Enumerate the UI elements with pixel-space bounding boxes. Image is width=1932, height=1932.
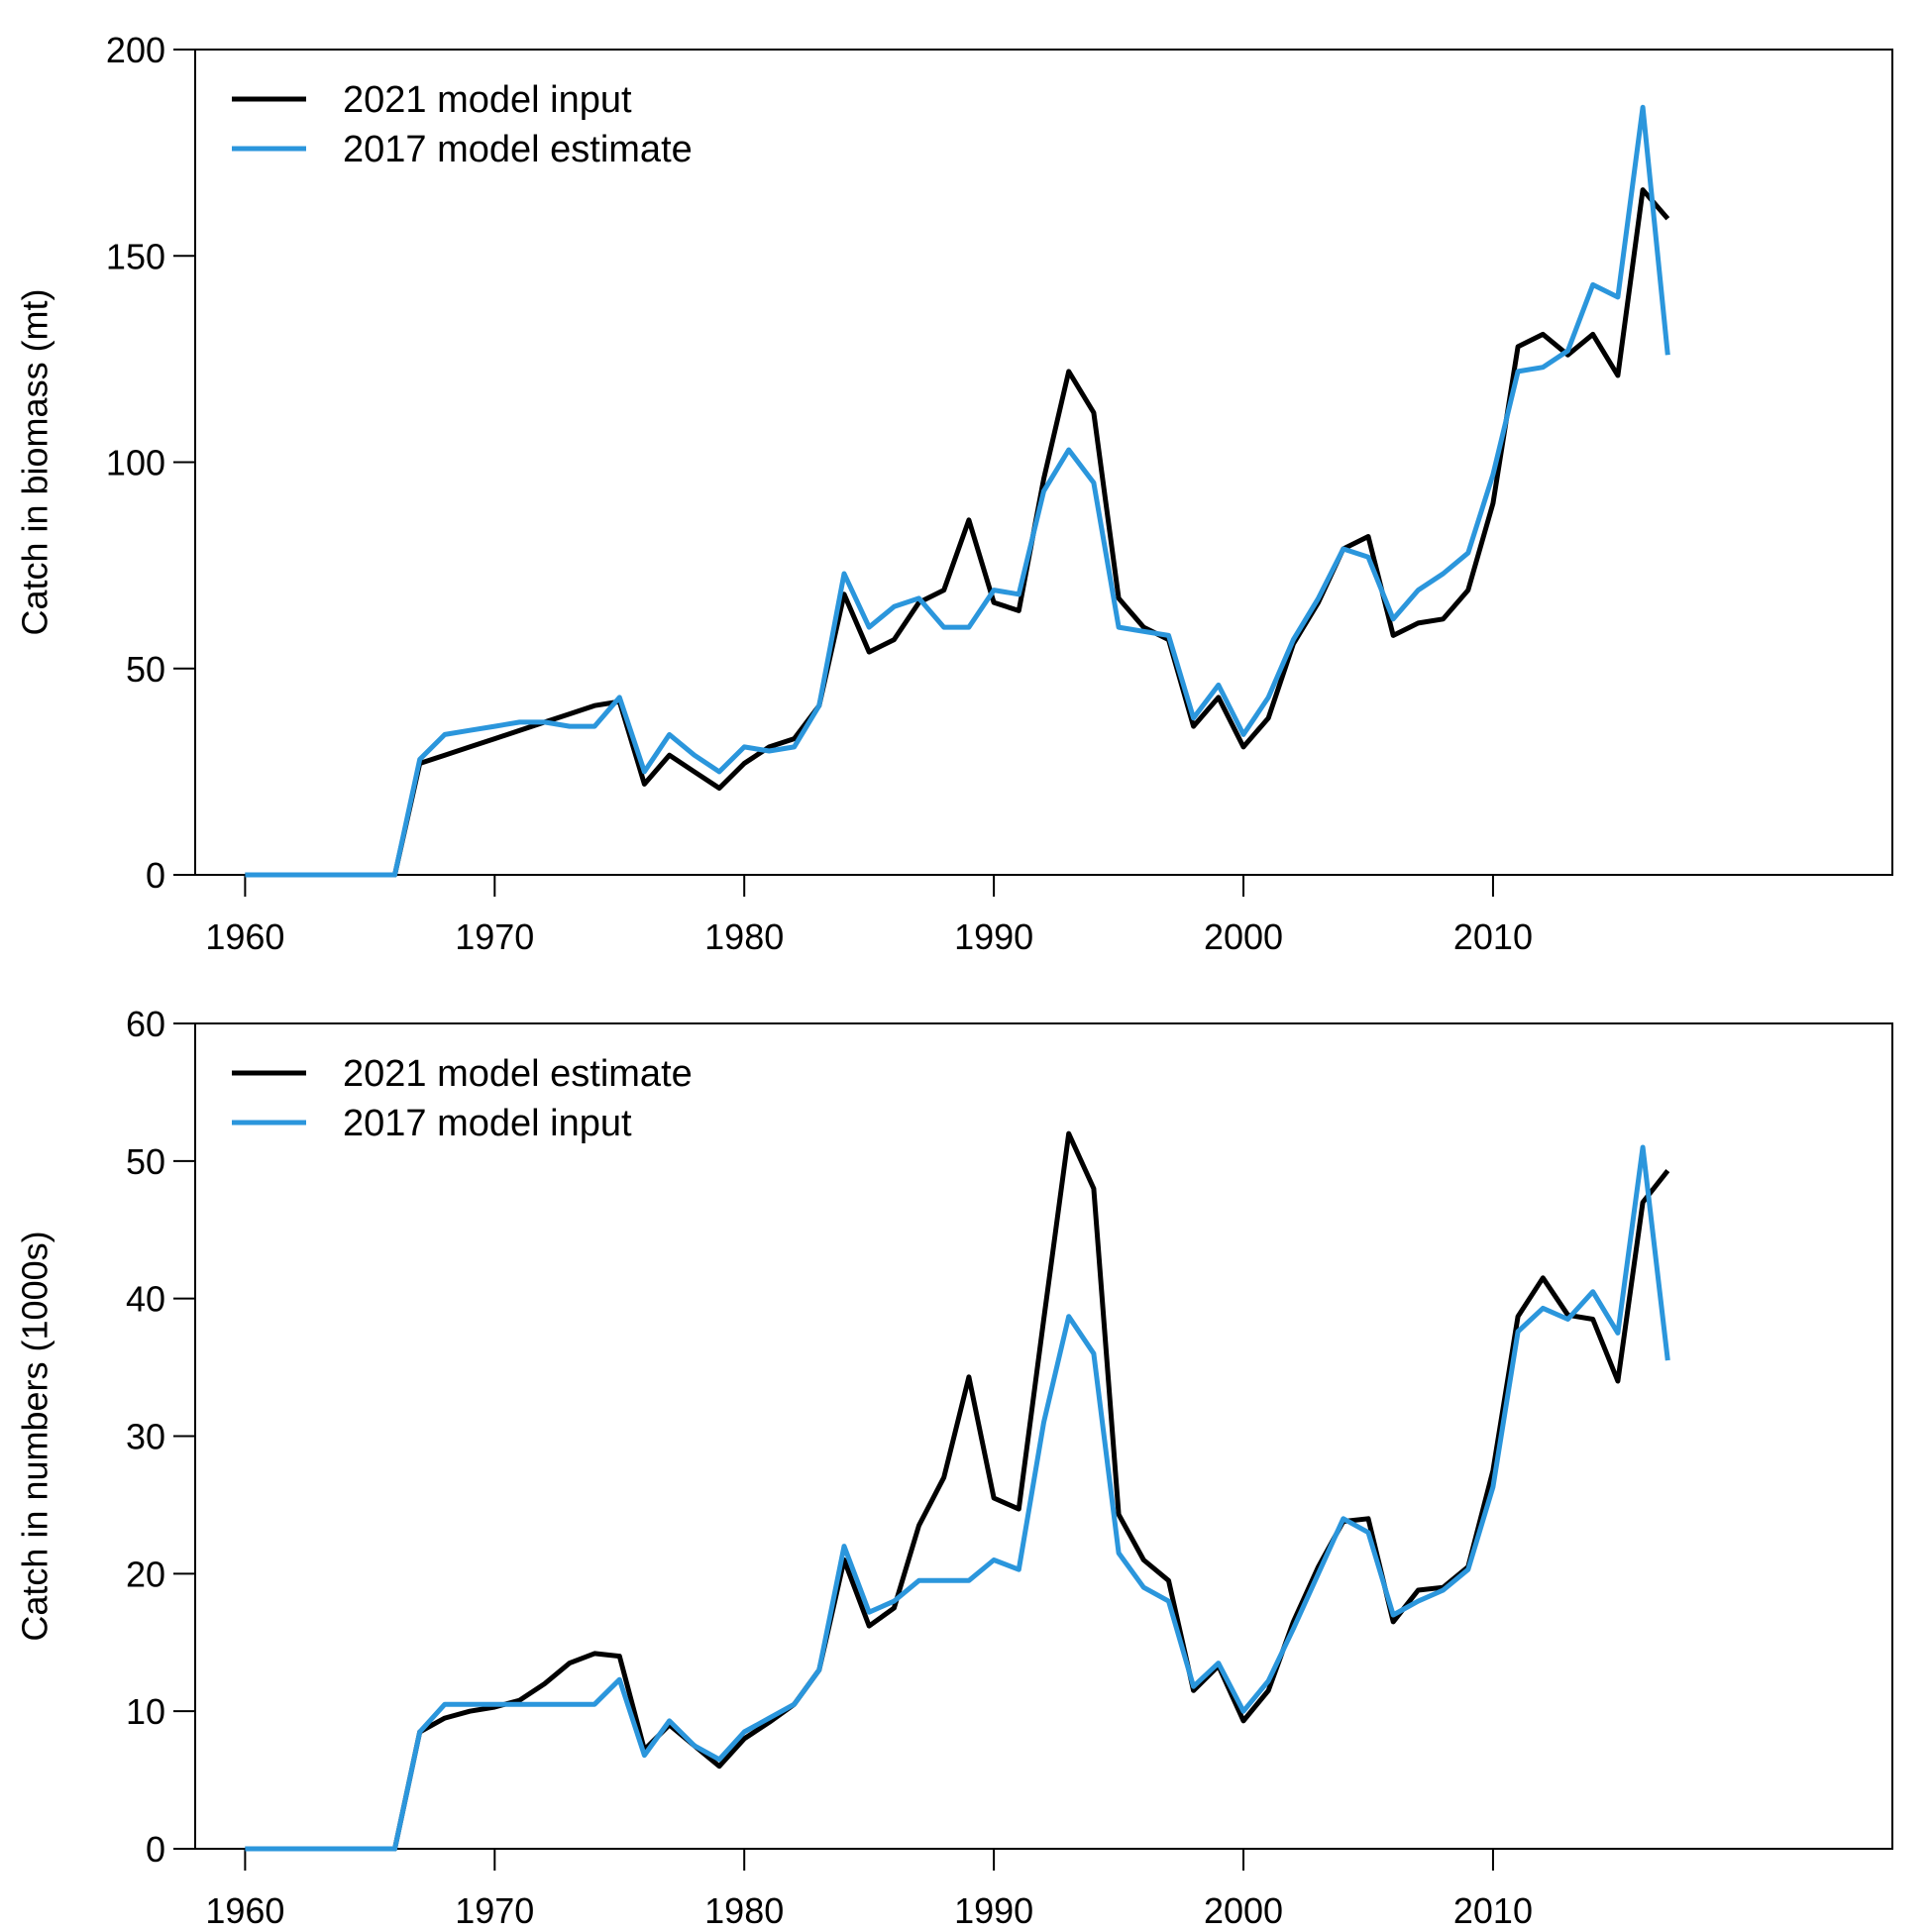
x-tick-label-0: 1960 xyxy=(205,1890,284,1931)
chart-panel-1: 0 50 100 150 200 1960 1970 1980 1990 2000 2010 Catc… xyxy=(15,30,1893,957)
x-tick-label-3: 1990 xyxy=(954,916,1033,957)
x-tick-label-1: 1970 xyxy=(455,916,534,957)
y-tick-label-3: 150 xyxy=(106,236,165,276)
y-tick-label-6: 60 xyxy=(126,1004,165,1044)
legend: 2021 model estimate 2017 model input xyxy=(232,1053,693,1144)
series-line-2 xyxy=(245,1144,1670,1852)
y-axis-label: Catch in numbers (1000s) xyxy=(15,1231,55,1641)
y-tick-label-5: 50 xyxy=(126,1141,165,1182)
x-tick-label-0: 1960 xyxy=(205,916,284,957)
x-tick-label-3: 1990 xyxy=(954,1890,1033,1931)
y-tick-label-4: 40 xyxy=(126,1279,165,1320)
x-tick-label-2: 1980 xyxy=(704,1890,784,1931)
x-tick-label-4: 2000 xyxy=(1204,1890,1283,1931)
y-tick-label-1: 10 xyxy=(126,1691,165,1732)
legend-label-1: 2021 model estimate xyxy=(343,1053,693,1095)
chart-panel-2: 0 10 20 30 40 50 60 1960 1970 1980 1990 2000 2010 Cat… xyxy=(15,1004,1893,1931)
y-tick-label-3: 30 xyxy=(126,1417,165,1457)
y-tick-label-4: 200 xyxy=(106,30,165,70)
series-line-1 xyxy=(245,1130,1670,1852)
series-line-2 xyxy=(245,104,1670,878)
x-tick-label-2: 1980 xyxy=(704,916,784,957)
x-tick-label-4: 2000 xyxy=(1204,916,1283,957)
legend-label-2: 2017 model estimate xyxy=(343,129,693,170)
y-tick-label-2: 20 xyxy=(126,1554,165,1594)
x-tick-label-1: 1970 xyxy=(455,1890,534,1931)
x-tick-label-5: 2010 xyxy=(1453,916,1533,957)
y-tick-label-0: 0 xyxy=(146,855,165,896)
legend-label-1: 2021 model input xyxy=(343,79,632,121)
legend-label-2: 2017 model input xyxy=(343,1103,632,1144)
y-tick-label-1: 50 xyxy=(126,649,165,690)
series-line-1 xyxy=(245,187,1670,878)
x-tick-label-5: 2010 xyxy=(1453,1890,1533,1931)
legend: 2021 model input 2017 model estimate xyxy=(232,79,693,170)
y-tick-label-0: 0 xyxy=(146,1829,165,1870)
y-tick-label-2: 100 xyxy=(106,443,165,483)
y-axis-label: Catch in biomass (mt) xyxy=(15,288,55,635)
